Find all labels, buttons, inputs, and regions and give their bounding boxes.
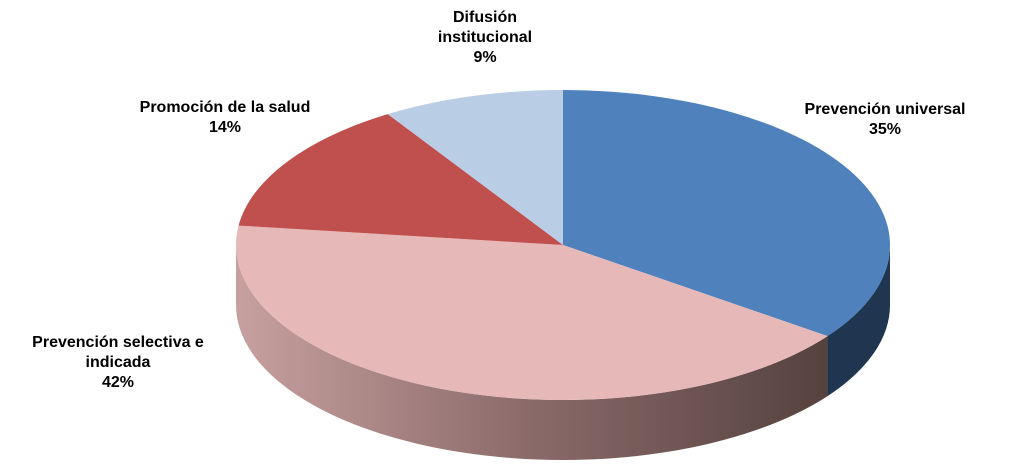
pie-side — [236, 245, 828, 461]
pie-slice — [236, 225, 828, 400]
pie-slice — [238, 114, 563, 245]
data-label: Prevención selectiva e indicada 42% — [0, 333, 238, 393]
category-label: Prevención universal — [804, 101, 966, 118]
data-label: Promoción de la salud 14% — [135, 98, 315, 138]
data-label: Prevención universal 35% — [755, 100, 1015, 140]
value-label: 42% — [101, 374, 135, 391]
pie-slice — [387, 90, 563, 245]
pie-side — [827, 245, 890, 397]
value-label: 9% — [473, 49, 497, 66]
category-label: Prevención selectiva e indicada — [32, 334, 204, 371]
value-label: 14% — [208, 119, 242, 136]
pie-slice — [563, 90, 890, 337]
data-label: Difusión institucional 9% — [415, 8, 555, 68]
value-label: 35% — [868, 121, 902, 138]
category-label: Difusión institucional — [437, 9, 533, 46]
category-label: Promoción de la salud — [139, 99, 311, 116]
